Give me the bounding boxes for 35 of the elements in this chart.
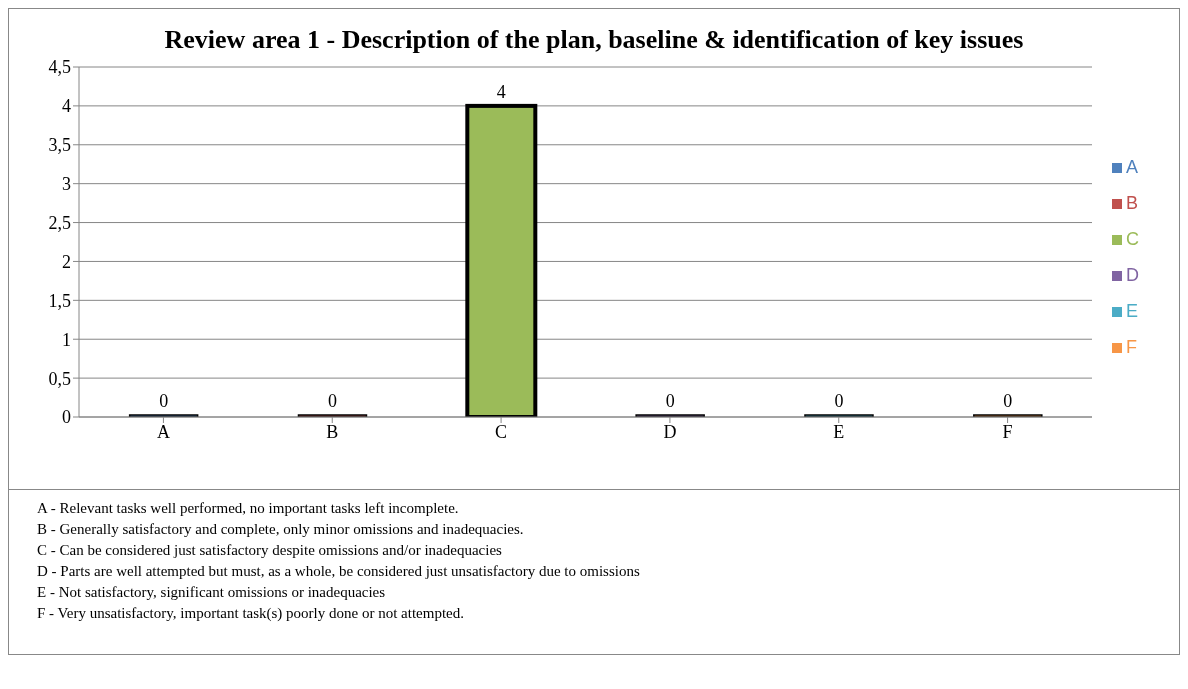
data-label: 0 bbox=[665, 391, 675, 411]
text: E - Not satisfactory, significant omissions or inadequacies bbox=[37, 583, 387, 602]
legend-label: D bbox=[1126, 265, 1139, 285]
y-tick-label: 0,5 bbox=[48, 368, 71, 389]
y-tick-label: 1 bbox=[62, 329, 71, 350]
data-label: 0 bbox=[1003, 391, 1013, 411]
chart-title: Review area 1 - Description of the plan, baseline & identification of key issues bbox=[163, 24, 1025, 56]
x-tick-label: F bbox=[1002, 421, 1013, 442]
y-tick-label: 3,5 bbox=[48, 135, 71, 156]
legend-label: E bbox=[1126, 301, 1139, 321]
text: F - Very unsatisfactory, important task(s) poorly done or not attempted. bbox=[37, 604, 465, 623]
data-label: 0 bbox=[327, 391, 337, 411]
x-tick-label: E bbox=[833, 421, 845, 442]
legend-label: F bbox=[1126, 337, 1137, 357]
y-tick-label: 4 bbox=[62, 96, 71, 117]
legend-label: B bbox=[1126, 193, 1139, 213]
x-tick-label: B bbox=[326, 421, 339, 442]
y-tick-label: 2 bbox=[62, 251, 71, 272]
text: D - Parts are well attempted but must, as a whole, be considered just unsatisfactory due to omissions bbox=[37, 562, 641, 581]
legend-label: A bbox=[1126, 157, 1139, 177]
x-tick-label: A bbox=[156, 421, 170, 442]
data-label: 4 bbox=[496, 81, 506, 102]
x-tick-label: D bbox=[663, 421, 677, 442]
text: C - Can be considered just satisfactory despite omissions and/or inadequacies bbox=[37, 541, 503, 560]
y-tick-label: 1,5 bbox=[48, 290, 71, 311]
y-tick-label: 2,5 bbox=[48, 212, 71, 233]
y-tick-label: 4,5 bbox=[48, 57, 71, 78]
data-label: 0 bbox=[159, 391, 169, 411]
x-tick-label: C bbox=[495, 421, 508, 442]
text: B - Generally satisfactory and complete, only minor omissions and inadequacies. bbox=[37, 520, 525, 539]
data-label: 0 bbox=[834, 391, 844, 411]
legend-label: C bbox=[1126, 229, 1139, 249]
y-tick-label: 3 bbox=[62, 174, 71, 195]
y-tick-label: 0 bbox=[62, 407, 71, 428]
text: A - Relevant tasks well performed, no important tasks left incomplete. bbox=[37, 499, 460, 518]
